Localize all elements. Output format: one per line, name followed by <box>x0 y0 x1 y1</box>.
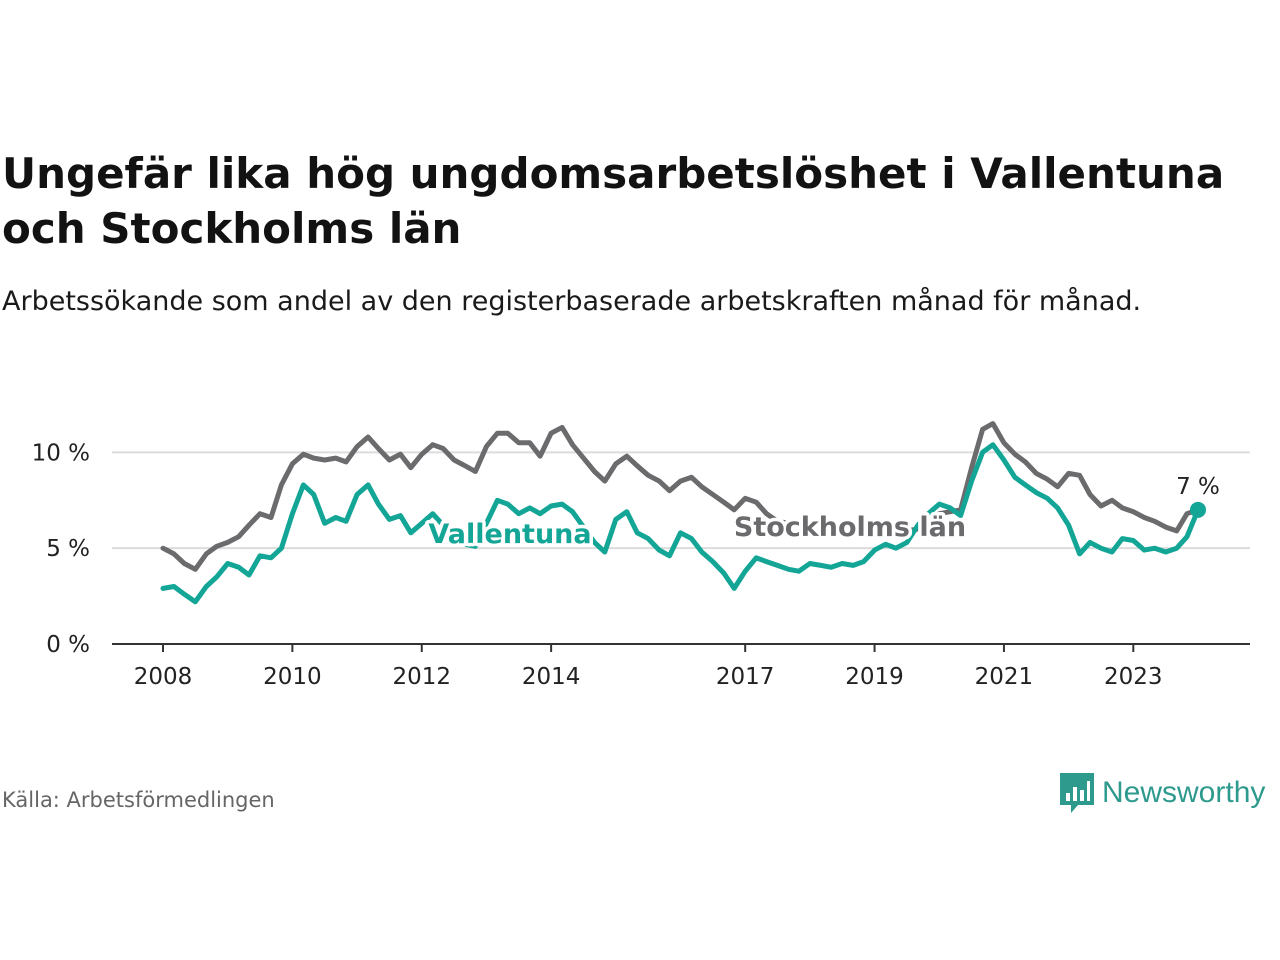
x-tick-label: 2008 <box>134 664 193 690</box>
series-line-stockholm <box>160 421 1201 572</box>
series-label-vallentuna: Vallentuna <box>428 519 591 550</box>
source-note: Källa: Arbetsförmedlingen <box>2 788 275 812</box>
x-tick-label: 2019 <box>845 664 904 690</box>
chart-title: Ungefär lika hög ungdomsarbetslöshet i V… <box>2 149 1225 253</box>
x-tick-label: 2023 <box>1104 664 1163 690</box>
x-tick-label: 2021 <box>975 664 1034 690</box>
y-tick-label: 0 % <box>46 632 90 658</box>
y-tick-label: 10 % <box>32 440 90 466</box>
end-value-label: 7 % <box>1176 474 1220 500</box>
x-tick-label: 2014 <box>522 664 581 690</box>
y-tick-label: 5 % <box>46 536 90 562</box>
brand-name: Newsworthy <box>1102 776 1266 809</box>
brand-logo[interactable]: Newsworthy <box>1058 770 1265 816</box>
y-axis-ticks: 0 % 5 % 10 % <box>32 440 90 658</box>
line-chart: 0 %5 %10 % 2008 2010 2012 2014 2017 2019 2021 2… <box>32 421 1250 690</box>
grid-lines <box>112 451 1250 550</box>
x-axis-ticks: 2008 2010 2012 2014 2017 2019 2021 2023 <box>134 644 1163 690</box>
x-tick-label: 2010 <box>263 664 322 690</box>
x-tick-label: 2012 <box>392 664 451 690</box>
series-lines <box>160 421 1201 605</box>
end-point-marker <box>1190 501 1206 518</box>
newsworthy-logo-icon <box>1060 773 1094 813</box>
series-line-vallentuna <box>160 442 1201 605</box>
chart-subtitle: Arbetssökande som andel av den registerb… <box>2 286 1142 317</box>
series-label-stockholm: Stockholms län <box>734 512 966 543</box>
series-labels: 7 % Stockholms län Vallentuna <box>425 474 1220 554</box>
x-tick-label: 2017 <box>716 664 775 690</box>
